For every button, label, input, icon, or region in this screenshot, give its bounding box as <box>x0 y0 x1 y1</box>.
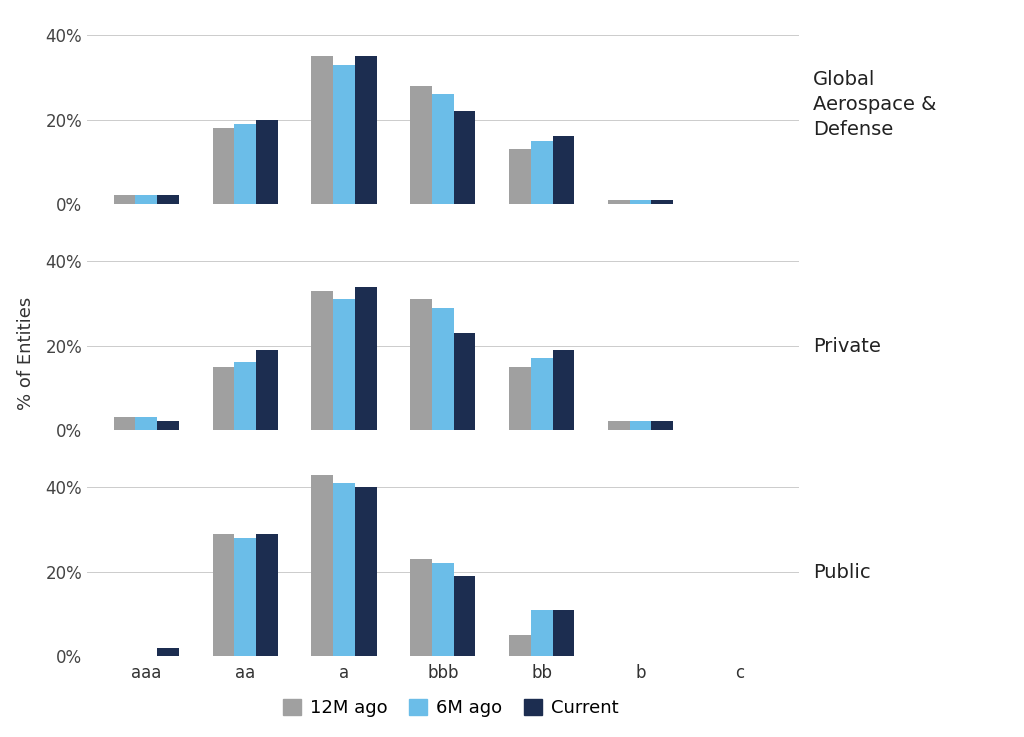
Bar <box>553 609 574 656</box>
Text: Global
Aerospace &
Defense: Global Aerospace & Defense <box>813 70 936 139</box>
Bar <box>135 195 158 203</box>
Bar <box>630 200 651 203</box>
Bar <box>311 475 333 656</box>
Bar <box>651 422 673 430</box>
Bar <box>158 422 179 430</box>
Text: Public: Public <box>813 563 870 582</box>
Bar <box>509 149 530 203</box>
Bar <box>333 65 355 203</box>
Bar <box>411 559 432 656</box>
Text: % of Entities: % of Entities <box>16 297 35 411</box>
Bar <box>333 299 355 430</box>
Bar <box>432 563 454 656</box>
Bar <box>234 538 256 656</box>
Bar <box>311 56 333 203</box>
Bar <box>213 128 234 203</box>
Bar <box>530 141 553 203</box>
Legend: 12M ago, 6M ago, Current: 12M ago, 6M ago, Current <box>275 691 626 724</box>
Bar <box>608 422 630 430</box>
Bar <box>630 422 651 430</box>
Bar <box>651 200 673 203</box>
Bar <box>530 609 553 656</box>
Bar <box>608 200 630 203</box>
Bar <box>454 333 475 430</box>
Bar <box>311 291 333 430</box>
Bar <box>256 350 278 430</box>
Text: Private: Private <box>813 338 881 356</box>
Bar <box>509 367 530 430</box>
Bar <box>411 85 432 203</box>
Bar <box>454 111 475 203</box>
Bar <box>432 307 454 430</box>
Bar <box>213 534 234 656</box>
Bar <box>355 287 377 430</box>
Bar <box>256 119 278 203</box>
Bar <box>114 195 135 203</box>
Bar <box>509 635 530 656</box>
Bar <box>553 136 574 203</box>
Bar <box>135 417 158 430</box>
Bar <box>234 124 256 203</box>
Bar <box>333 483 355 656</box>
Bar <box>454 576 475 656</box>
Bar <box>158 195 179 203</box>
Bar <box>553 350 574 430</box>
Bar <box>114 417 135 430</box>
Bar <box>355 56 377 203</box>
Bar <box>530 358 553 430</box>
Bar <box>256 534 278 656</box>
Bar <box>411 299 432 430</box>
Bar <box>213 367 234 430</box>
Bar <box>355 487 377 656</box>
Bar <box>234 363 256 430</box>
Bar <box>432 94 454 203</box>
Bar <box>158 648 179 656</box>
